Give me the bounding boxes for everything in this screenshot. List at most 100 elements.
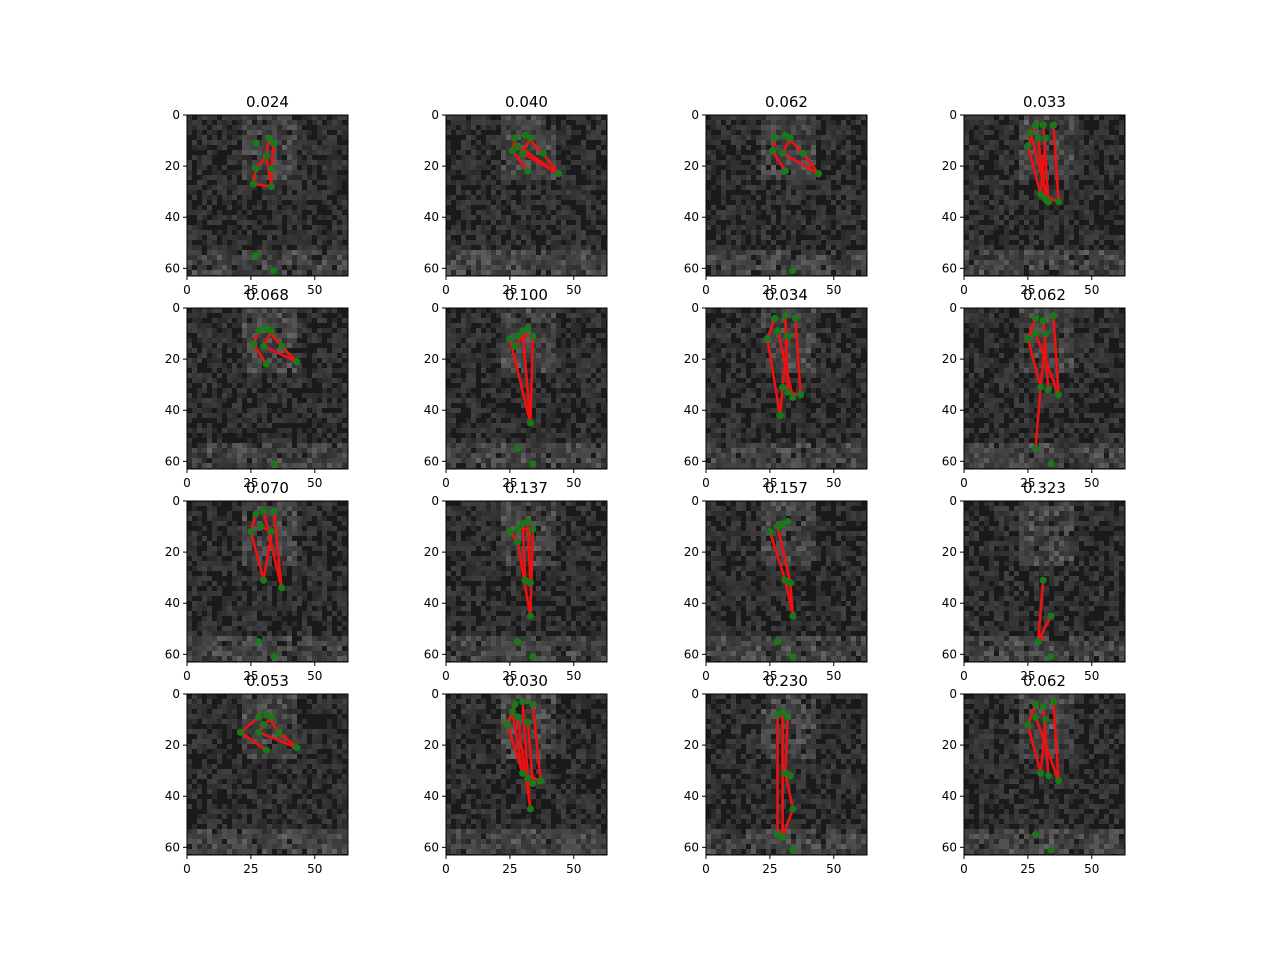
x-tick-label: 25 <box>502 669 517 683</box>
panel-title: 0.070 <box>246 479 289 497</box>
keypoint <box>249 180 258 188</box>
x-tick-label: 25 <box>502 476 517 490</box>
segment <box>529 527 535 618</box>
keypoint <box>524 517 532 526</box>
keypoint <box>260 721 268 729</box>
x-tick-label: 25 <box>502 862 517 876</box>
y-tick-label: 60 <box>165 840 180 854</box>
keypoint <box>508 708 517 716</box>
keypoint <box>260 576 268 584</box>
x-tick-label: 25 <box>762 669 777 683</box>
keypoint <box>776 411 784 419</box>
keypoint <box>508 147 517 155</box>
panel-9: 0 25 50 0 20 40 60 0.070 <box>165 479 349 683</box>
keypoint <box>784 332 792 340</box>
keypoint <box>771 314 779 322</box>
keypoint <box>1039 317 1047 325</box>
segment <box>521 329 532 425</box>
keypoint <box>1047 612 1055 620</box>
segment <box>1034 385 1042 450</box>
y-tick-label: 60 <box>424 647 439 661</box>
segment <box>766 337 782 417</box>
segment <box>249 530 265 582</box>
segment <box>270 141 276 170</box>
keypoint <box>267 165 275 173</box>
panel-3: 0 25 50 0 20 40 60 0.062 <box>684 93 868 297</box>
x-tick-label: 50 <box>1084 669 1099 683</box>
x-tick-label: 0 <box>183 476 191 490</box>
keypoint <box>270 653 278 661</box>
keypoint <box>511 134 519 142</box>
x-tick-label: 50 <box>1084 283 1099 297</box>
keypoint <box>1047 460 1055 468</box>
keypoint <box>267 528 275 536</box>
x-tick-label: 25 <box>762 476 777 490</box>
keypoint <box>513 332 522 340</box>
x-tick-label: 50 <box>307 476 322 490</box>
segment <box>529 334 535 425</box>
keypoint <box>526 612 534 620</box>
keypoint <box>1031 314 1040 322</box>
segment <box>257 731 299 749</box>
keypoint <box>519 149 527 157</box>
keypoint <box>513 713 522 721</box>
y-tick-label: 0 <box>949 108 957 122</box>
panel-14: 0 25 50 0 20 40 60 0.030 <box>424 672 608 876</box>
keypoint <box>1034 134 1042 142</box>
segment <box>1026 144 1042 196</box>
keypoint <box>814 170 823 178</box>
keypoint <box>786 134 794 142</box>
panel-16: 0 25 50 0 20 40 60 0.062 <box>942 672 1126 876</box>
x-tick-label: 50 <box>307 283 322 297</box>
y-tick-label: 40 <box>424 789 439 803</box>
keypoint <box>554 170 563 178</box>
keypoint <box>1054 198 1063 206</box>
x-tick-label: 0 <box>702 476 710 490</box>
panel-13: 0 25 50 0 20 40 60 0.053 <box>165 672 349 876</box>
keypoint <box>526 134 534 142</box>
x-tick-label: 25 <box>243 862 258 876</box>
y-tick-label: 40 <box>942 403 957 417</box>
segment <box>1026 337 1042 389</box>
panel-title: 0.100 <box>505 286 548 304</box>
keypoint <box>789 612 797 620</box>
segment <box>1026 316 1037 340</box>
panel-15: 0 25 50 0 20 40 60 0.230 <box>684 672 868 876</box>
panel-7: 0 25 50 0 20 40 60 0.034 <box>684 286 868 490</box>
y-tick-label: 60 <box>165 261 180 275</box>
segment <box>768 530 787 582</box>
segment <box>1039 136 1048 196</box>
panel-frame <box>186 500 349 663</box>
x-tick-label: 50 <box>566 862 581 876</box>
segment <box>526 720 535 785</box>
keypoint <box>270 267 278 275</box>
x-tick-label: 50 <box>826 476 841 490</box>
keypoint <box>786 579 794 587</box>
keypoint <box>524 718 532 726</box>
keypoint <box>526 805 534 813</box>
image-texture <box>964 501 1125 662</box>
panel-title: 0.024 <box>246 93 289 111</box>
keypoint <box>1042 134 1050 142</box>
keypoint <box>781 312 789 320</box>
x-tick-label: 0 <box>960 862 968 876</box>
keypoint <box>260 507 268 515</box>
keypoint <box>763 335 771 343</box>
segment <box>1026 723 1042 775</box>
y-tick-label: 40 <box>942 596 957 610</box>
keypoint <box>1031 830 1040 839</box>
panel-frame <box>186 114 349 277</box>
y-tick-label: 0 <box>691 687 699 701</box>
x-tick-label: 0 <box>442 476 450 490</box>
y-tick-label: 0 <box>172 687 180 701</box>
panel-frame <box>963 114 1126 277</box>
keypoint <box>1039 576 1047 584</box>
y-tick-label: 40 <box>942 210 957 224</box>
keypoint <box>1049 312 1058 320</box>
y-tick-label: 40 <box>424 403 439 417</box>
panel-10: 0 25 50 0 20 40 60 0.137 <box>424 479 608 683</box>
keypoint <box>293 358 301 366</box>
segment <box>1036 578 1045 643</box>
keypoint <box>1037 383 1045 391</box>
x-tick-label: 0 <box>442 669 450 683</box>
